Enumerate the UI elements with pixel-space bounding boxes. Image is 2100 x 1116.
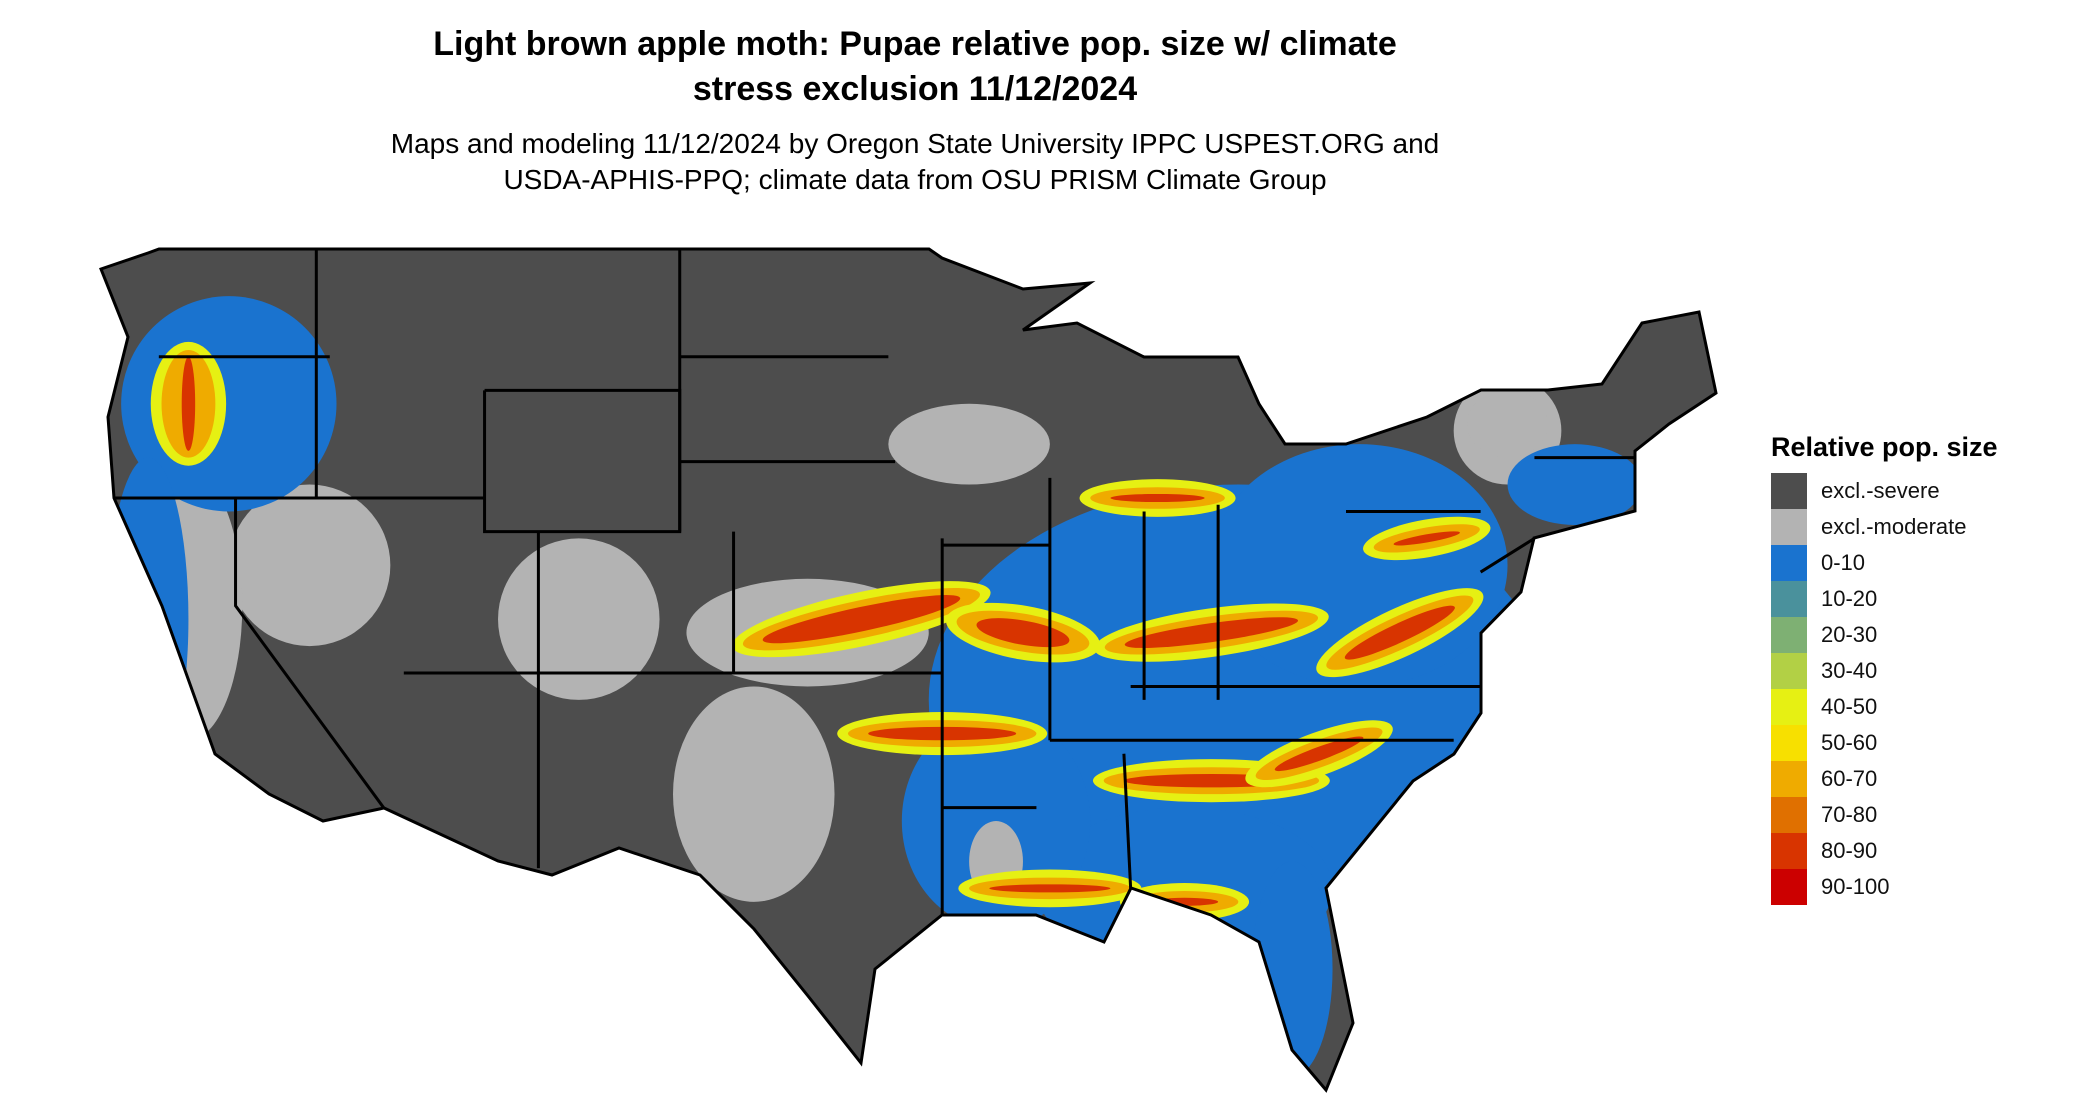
legend-item: excl.-severe	[1771, 473, 1998, 509]
zone-80-90	[1344, 605, 1455, 660]
title-line-2: stress exclusion 11/12/2024	[692, 70, 1138, 108]
state-boundary-line	[1479, 537, 1536, 574]
zone-0-10	[1251, 861, 1333, 1077]
zone-80-90	[1393, 531, 1460, 546]
legend-item: 50-60	[1771, 725, 1998, 761]
legend-swatch	[1771, 653, 1807, 689]
legend-label: 20-30	[1821, 622, 1878, 647]
zone-excl-moderate	[673, 686, 835, 902]
zone-80-90	[1110, 493, 1205, 503]
legend-label: 10-20	[1821, 586, 1878, 611]
legend-swatch	[1771, 869, 1807, 905]
legend-label: excl.-severe	[1821, 478, 1940, 503]
legend-label: 0-10	[1821, 550, 1866, 575]
state-boundary-line	[234, 498, 385, 809]
legend-swatch	[1771, 761, 1807, 797]
legend-swatch	[1771, 725, 1807, 761]
map-subtitle: Maps and modeling 11/12/2024 by Oregon S…	[0, 126, 1830, 198]
zone-excl-moderate	[498, 538, 660, 700]
legend-label: 30-40	[1821, 658, 1878, 683]
zone-80-90	[989, 884, 1111, 893]
legend-swatch	[1771, 617, 1807, 653]
zone-excl-moderate	[1467, 390, 1548, 458]
legend-label: 60-70	[1821, 766, 1878, 791]
zone-80-90	[1124, 617, 1299, 648]
legend-item: 40-50	[1771, 689, 1998, 725]
zone-80-90	[181, 356, 196, 451]
state-boundaries	[114, 249, 1636, 916]
subtitle-line-2: USDA-APHIS-PPQ; climate data from OSU PR…	[503, 164, 1327, 195]
legend-swatch	[1771, 509, 1807, 545]
legend-swatch	[1771, 581, 1807, 617]
us-border	[99, 247, 1718, 1093]
legend-swatch	[1771, 473, 1807, 509]
legend-item: 60-70	[1771, 761, 1998, 797]
legend-item: 10-20	[1771, 581, 1998, 617]
legend-label: 40-50	[1821, 694, 1878, 719]
zone-excl-moderate	[888, 403, 1050, 485]
map-title: Light brown apple moth: Pupae relative p…	[0, 22, 1830, 112]
legend-swatch	[1771, 797, 1807, 833]
legend-label: 70-80	[1821, 802, 1878, 827]
zone-0-10	[1507, 444, 1643, 525]
title-line-1: Light brown apple moth: Pupae relative p…	[433, 25, 1397, 63]
legend-item: 0-10	[1771, 545, 1998, 581]
legend-item: excl.-moderate	[1771, 509, 1998, 545]
legend-item: 80-90	[1771, 833, 1998, 869]
legend-swatch	[1771, 689, 1807, 725]
legend-label: excl.-moderate	[1821, 514, 1967, 539]
zone-80-90	[762, 595, 961, 644]
state-boundary-line	[1122, 753, 1133, 889]
zone-80-90	[1274, 736, 1364, 772]
zone-80-90	[976, 618, 1070, 648]
zone-0-10	[107, 457, 189, 781]
legend-label: 50-60	[1821, 730, 1878, 755]
zone-excl-moderate	[228, 484, 391, 647]
legend-item: 70-80	[1771, 797, 1998, 833]
legend: Relative pop. size excl.-severe excl.-mod…	[1771, 432, 1998, 905]
legend-title: Relative pop. size	[1771, 432, 1998, 462]
legend-item: 20-30	[1771, 617, 1998, 653]
legend-item: 30-40	[1771, 653, 1998, 689]
legend-label: 90-100	[1821, 874, 1890, 899]
legend-label: 80-90	[1821, 838, 1878, 863]
legend-swatch	[1771, 833, 1807, 869]
legend-item: 90-100	[1771, 869, 1998, 905]
subtitle-line-1: Maps and modeling 11/12/2024 by Oregon S…	[390, 128, 1440, 159]
legend-swatch	[1771, 545, 1807, 581]
